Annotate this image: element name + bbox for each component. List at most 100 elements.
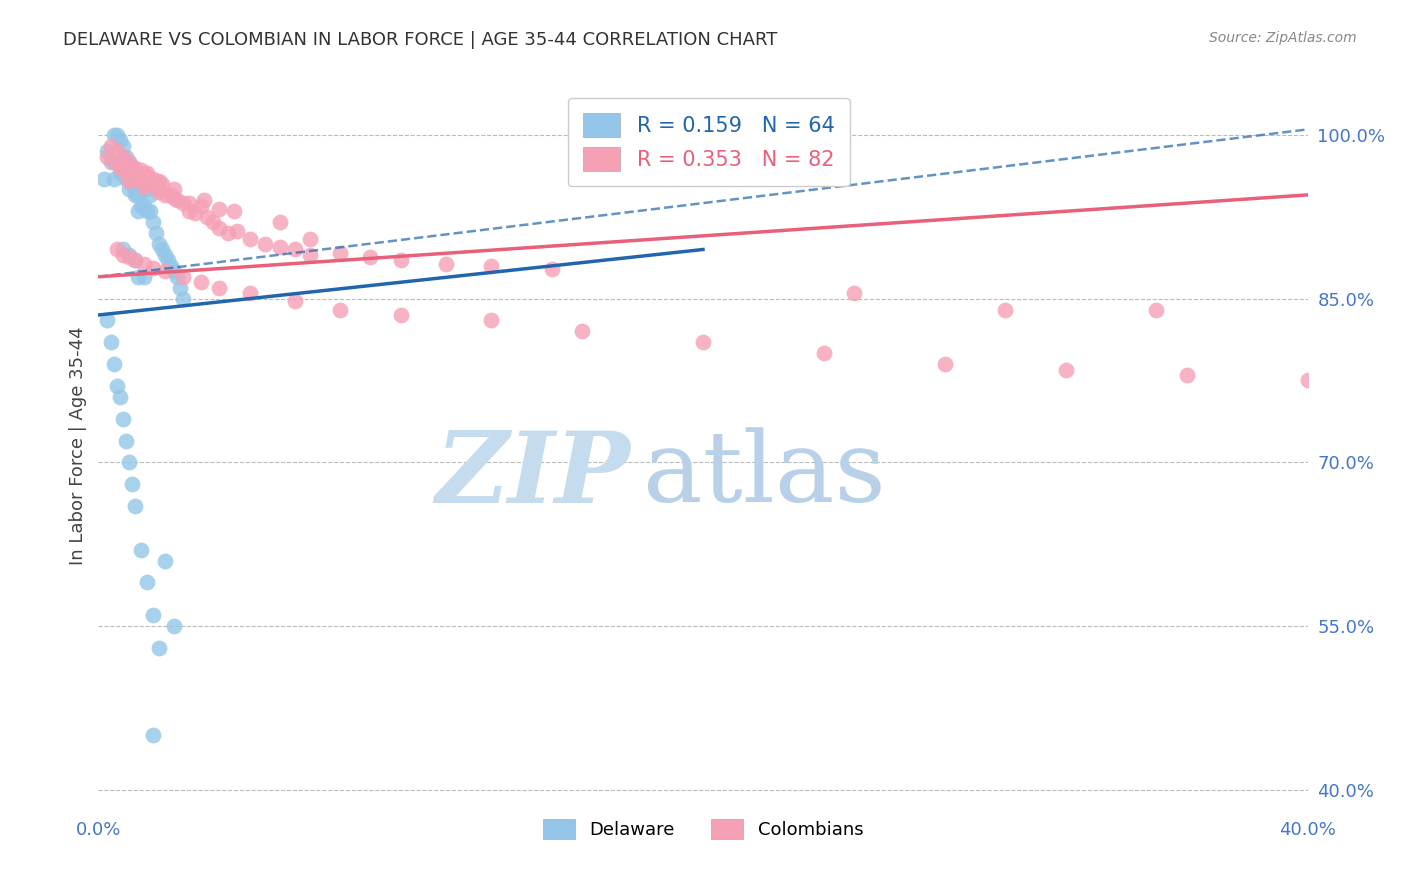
Point — [124, 253, 146, 268]
Point — [121, 171, 143, 186]
Point — [93, 171, 115, 186]
Point — [118, 171, 141, 186]
Point — [142, 728, 165, 742]
Point — [844, 286, 866, 301]
Point — [389, 253, 412, 268]
Point — [132, 199, 155, 213]
Point — [481, 313, 503, 327]
Point — [124, 166, 146, 180]
Point — [96, 313, 118, 327]
Point — [111, 411, 134, 425]
Point — [111, 150, 134, 164]
Text: ZIP: ZIP — [436, 427, 630, 524]
Point — [103, 357, 125, 371]
Point — [329, 245, 352, 260]
Point — [148, 640, 170, 655]
Point — [108, 133, 131, 147]
Point — [135, 166, 157, 180]
Point — [269, 215, 291, 229]
Point — [118, 182, 141, 196]
Point — [153, 554, 176, 568]
Point — [124, 161, 146, 175]
Point — [190, 199, 212, 213]
Point — [129, 542, 152, 557]
Point — [96, 150, 118, 164]
Point — [145, 174, 167, 188]
Point — [692, 335, 714, 350]
Point — [172, 195, 194, 210]
Point — [132, 177, 155, 191]
Point — [142, 171, 165, 186]
Point — [124, 162, 146, 177]
Point — [114, 150, 136, 164]
Point — [1175, 368, 1198, 382]
Point — [208, 281, 231, 295]
Point — [105, 155, 128, 169]
Point — [142, 608, 165, 623]
Point — [571, 324, 593, 338]
Point — [127, 171, 149, 186]
Point — [135, 575, 157, 590]
Point — [434, 257, 457, 271]
Point — [132, 180, 155, 194]
Point — [813, 346, 835, 360]
Point — [1296, 374, 1319, 388]
Point — [1054, 362, 1077, 376]
Point — [108, 161, 131, 175]
Point — [160, 188, 183, 202]
Point — [105, 243, 128, 257]
Point — [96, 145, 118, 159]
Point — [224, 204, 246, 219]
Point — [111, 161, 134, 175]
Point — [118, 250, 141, 264]
Point — [127, 171, 149, 186]
Point — [114, 166, 136, 180]
Legend: Delaware, Colombians: Delaware, Colombians — [536, 812, 870, 847]
Point — [111, 243, 134, 257]
Point — [118, 455, 141, 469]
Point — [360, 250, 382, 264]
Point — [179, 204, 201, 219]
Point — [132, 174, 155, 188]
Point — [135, 182, 157, 196]
Point — [129, 177, 152, 191]
Point — [217, 226, 239, 240]
Point — [148, 182, 170, 196]
Point — [150, 177, 173, 191]
Point — [284, 293, 307, 308]
Point — [934, 357, 956, 371]
Point — [172, 292, 194, 306]
Point — [127, 204, 149, 219]
Point — [202, 215, 225, 229]
Point — [148, 237, 170, 252]
Point — [190, 275, 212, 289]
Point — [108, 166, 131, 180]
Point — [481, 259, 503, 273]
Point — [129, 162, 152, 177]
Text: DELAWARE VS COLOMBIAN IN LABOR FORCE | AGE 35-44 CORRELATION CHART: DELAWARE VS COLOMBIAN IN LABOR FORCE | A… — [63, 31, 778, 49]
Point — [166, 194, 188, 208]
Point — [389, 308, 412, 322]
Text: Source: ZipAtlas.com: Source: ZipAtlas.com — [1209, 31, 1357, 45]
Point — [139, 204, 162, 219]
Point — [148, 185, 170, 199]
Point — [124, 253, 146, 268]
Point — [299, 231, 322, 245]
Point — [121, 477, 143, 491]
Point — [193, 194, 215, 208]
Point — [103, 171, 125, 186]
Point — [118, 155, 141, 169]
Point — [127, 269, 149, 284]
Point — [135, 169, 157, 184]
Point — [121, 161, 143, 175]
Point — [145, 226, 167, 240]
Point — [100, 138, 122, 153]
Point — [299, 248, 322, 262]
Point — [329, 302, 352, 317]
Point — [153, 248, 176, 262]
Point — [153, 264, 176, 278]
Point — [132, 269, 155, 284]
Point — [150, 243, 173, 257]
Point — [994, 302, 1017, 317]
Point — [172, 269, 194, 284]
